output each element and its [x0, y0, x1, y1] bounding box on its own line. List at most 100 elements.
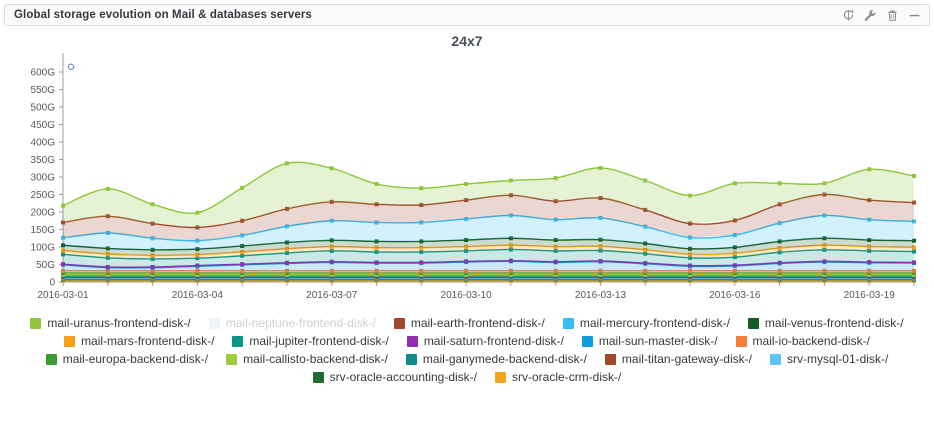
data-point[interactable] [150, 264, 155, 269]
annotation-marker-icon[interactable] [67, 63, 75, 70]
data-point[interactable] [195, 252, 200, 257]
data-point[interactable] [464, 182, 469, 186]
data-point[interactable] [105, 252, 110, 256]
data-point[interactable] [777, 239, 782, 244]
data-point[interactable] [912, 245, 916, 250]
data-point[interactable] [61, 243, 65, 248]
data-point[interactable] [732, 270, 737, 275]
data-point[interactable] [732, 245, 737, 250]
data-point[interactable] [912, 200, 916, 205]
data-point[interactable] [508, 247, 513, 252]
data-point[interactable] [419, 249, 424, 254]
data-point[interactable] [329, 270, 334, 275]
data-point[interactable] [105, 246, 110, 251]
wrench-icon[interactable] [864, 9, 877, 22]
data-point[interactable] [150, 236, 155, 241]
data-point[interactable] [150, 256, 155, 261]
data-point[interactable] [777, 260, 782, 265]
legend-item[interactable]: mail-neptune-frontend-disk-/ [208, 316, 376, 330]
data-point[interactable] [688, 270, 693, 275]
data-point[interactable] [553, 238, 558, 242]
data-point[interactable] [598, 244, 603, 249]
data-point[interactable] [553, 270, 558, 275]
data-point[interactable] [105, 268, 110, 273]
data-point[interactable] [822, 213, 827, 218]
data-point[interactable] [688, 221, 693, 226]
data-point[interactable] [598, 165, 603, 170]
data-point[interactable] [374, 268, 379, 273]
data-point[interactable] [240, 185, 245, 190]
data-point[interactable] [464, 238, 469, 242]
data-point[interactable] [195, 225, 200, 230]
data-point[interactable] [105, 255, 110, 260]
legend-item[interactable]: mail-titan-gateway-disk-/ [604, 352, 752, 366]
data-point[interactable] [419, 239, 424, 244]
data-point[interactable] [329, 199, 334, 204]
data-point[interactable] [419, 220, 424, 225]
data-point[interactable] [822, 247, 827, 252]
data-point[interactable] [195, 270, 200, 275]
data-point[interactable] [732, 268, 737, 273]
data-point[interactable] [688, 263, 693, 268]
data-point[interactable] [643, 178, 648, 183]
data-point[interactable] [912, 270, 916, 275]
data-point[interactable] [284, 246, 289, 251]
data-point[interactable] [867, 244, 872, 249]
data-point[interactable] [284, 260, 289, 265]
data-point[interactable] [598, 270, 603, 275]
data-point[interactable] [777, 202, 782, 207]
data-point[interactable] [643, 224, 648, 229]
data-point[interactable] [464, 270, 469, 275]
data-point[interactable] [598, 215, 603, 220]
data-point[interactable] [195, 263, 200, 268]
data-point[interactable] [61, 248, 65, 253]
data-point[interactable] [329, 218, 334, 223]
data-point[interactable] [508, 243, 513, 248]
data-point[interactable] [553, 248, 558, 253]
data-point[interactable] [732, 218, 737, 223]
data-point[interactable] [150, 268, 155, 273]
data-point[interactable] [329, 166, 334, 171]
data-point[interactable] [419, 245, 424, 250]
data-point[interactable] [553, 217, 558, 222]
data-point[interactable] [329, 248, 334, 253]
data-point[interactable] [150, 253, 155, 258]
data-point[interactable] [598, 196, 603, 200]
data-point[interactable] [195, 247, 200, 252]
legend-item[interactable]: mail-ganymede-backend-disk-/ [405, 352, 587, 366]
data-point[interactable] [105, 231, 110, 235]
data-point[interactable] [61, 252, 65, 257]
data-point[interactable] [867, 198, 872, 203]
data-point[interactable] [284, 161, 289, 166]
data-point[interactable] [688, 193, 693, 198]
data-point[interactable] [598, 237, 603, 242]
data-point[interactable] [464, 248, 469, 253]
minimize-icon[interactable] [908, 9, 921, 22]
data-point[interactable] [374, 260, 379, 265]
data-point[interactable] [61, 235, 65, 240]
data-point[interactable] [508, 213, 513, 218]
data-point[interactable] [329, 244, 334, 249]
data-point[interactable] [195, 210, 200, 215]
data-point[interactable] [464, 244, 469, 249]
data-point[interactable] [867, 268, 872, 273]
data-point[interactable] [464, 268, 469, 273]
data-point[interactable] [822, 236, 827, 241]
data-point[interactable] [150, 221, 155, 226]
data-point[interactable] [777, 270, 782, 275]
data-point[interactable] [777, 250, 782, 255]
data-point[interactable] [688, 235, 693, 240]
data-point[interactable] [240, 262, 245, 267]
data-point[interactable] [643, 251, 648, 256]
data-point[interactable] [867, 270, 872, 275]
data-point[interactable] [240, 253, 245, 258]
data-point[interactable] [284, 224, 289, 229]
legend-item[interactable]: srv-oracle-crm-disk-/ [495, 370, 621, 384]
data-point[interactable] [508, 258, 513, 263]
data-point[interactable] [508, 268, 513, 273]
data-point[interactable] [195, 238, 200, 243]
data-point[interactable] [61, 268, 65, 273]
data-point[interactable] [195, 256, 200, 261]
data-point[interactable] [374, 239, 379, 244]
data-point[interactable] [688, 268, 693, 273]
